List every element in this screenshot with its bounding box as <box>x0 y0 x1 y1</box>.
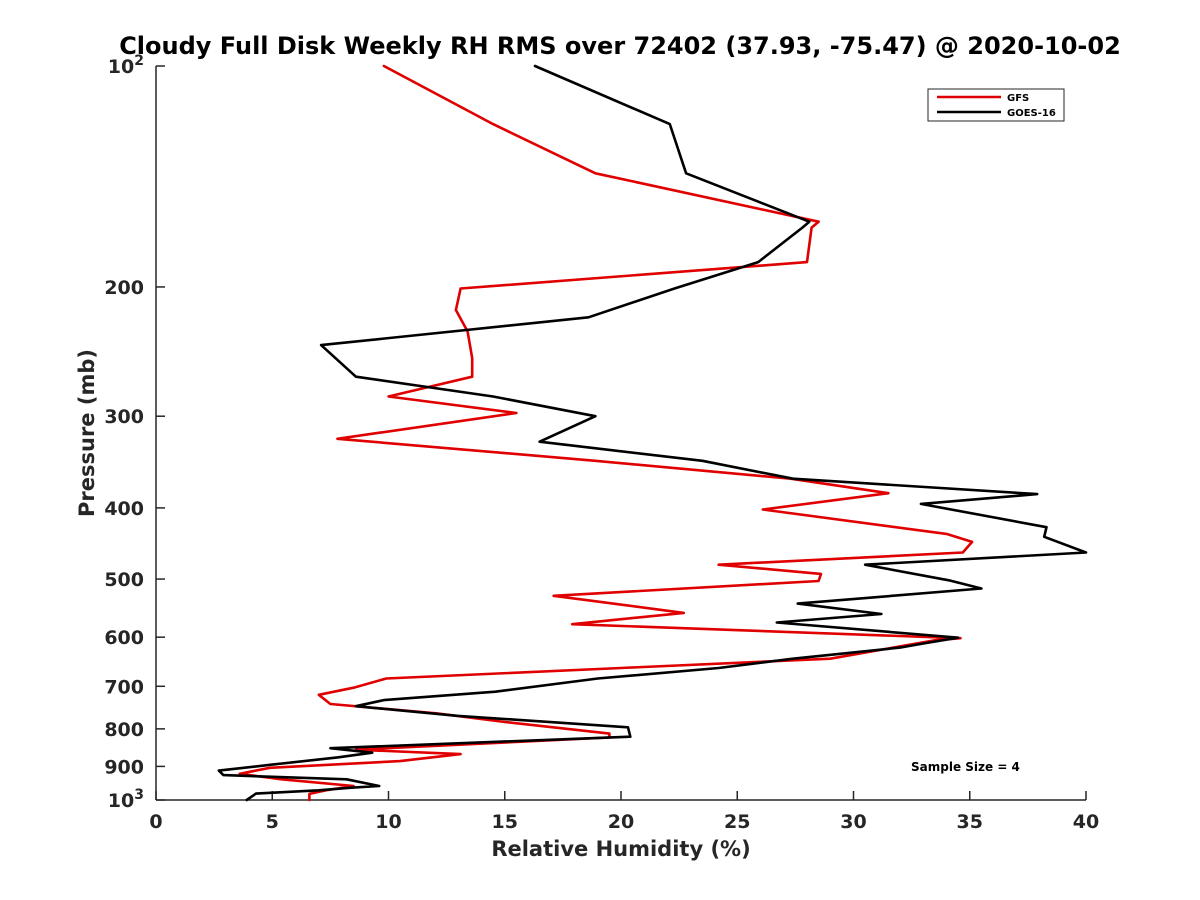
series-line-gfs <box>238 64 974 802</box>
y-tick-label-base: 800 <box>104 719 144 741</box>
y-tick-label-base: 400 <box>104 498 144 520</box>
y-tick-label-base: 200 <box>104 277 144 299</box>
y-tick-label: 200 <box>104 277 144 299</box>
x-tick-label: 20 <box>608 811 634 833</box>
x-tick-label: 10 <box>375 811 401 833</box>
y-tick-label: 800 <box>104 719 144 741</box>
chart-title: Cloudy Full Disk Weekly RH RMS over 7240… <box>119 32 1121 60</box>
y-tick-label: 400 <box>104 498 144 520</box>
legend-box <box>927 88 1065 122</box>
x-tick-label: 30 <box>840 811 866 833</box>
plot-area <box>155 66 1086 801</box>
y-tick-label: 500 <box>104 569 144 591</box>
legend: GFS GOES-16 <box>927 88 1065 122</box>
series-layer <box>217 64 1088 802</box>
x-tick-label: 40 <box>1073 811 1099 833</box>
x-tick-label: 15 <box>492 811 518 833</box>
y-tick-label-base: 600 <box>104 627 144 649</box>
x-axis-label: Relative Humidity (%) <box>491 837 750 861</box>
y-tick-label: 700 <box>104 676 144 698</box>
y-tick-label-base: 700 <box>104 676 144 698</box>
x-tick-label: 5 <box>266 811 279 833</box>
y-tick-label-base: 10 <box>108 790 134 812</box>
x-tick-label: 35 <box>957 811 983 833</box>
y-tick-label: 102 <box>108 53 144 78</box>
x-tick-label: 0 <box>149 811 162 833</box>
legend-label-goes-16: GOES-16 <box>1007 108 1056 119</box>
sample-size-annotation: Sample Size = 4 <box>911 760 1020 774</box>
y-tick-label-base: 300 <box>104 406 144 428</box>
legend-label-gfs: GFS <box>1007 93 1029 104</box>
y-tick-label-base: 900 <box>104 756 144 778</box>
x-ticks: 0 5 10 15 20 25 30 35 40 <box>149 791 1099 833</box>
series-line-goes-16 <box>217 64 1088 802</box>
x-tick-label: 25 <box>724 811 750 833</box>
y-axis-label: Pressure (mb) <box>75 349 99 517</box>
y-tick-label: 103 <box>108 787 144 812</box>
y-tick-label-base: 10 <box>108 56 134 78</box>
y-tick-label-base: 500 <box>104 569 144 591</box>
y-tick-label: 600 <box>104 627 144 649</box>
y-tick-label: 900 <box>104 756 144 778</box>
y-tick-label-exponent: 2 <box>134 53 144 69</box>
y-tick-label: 300 <box>104 406 144 428</box>
y-tick-label-exponent: 3 <box>134 787 144 803</box>
